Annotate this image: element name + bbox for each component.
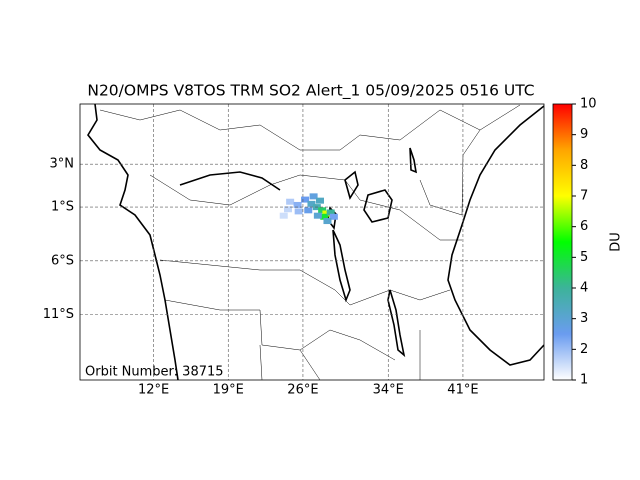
colorbar-tick-label: 2 xyxy=(580,342,588,357)
colorbar-tick-label: 1 xyxy=(580,373,588,388)
so2-cell xyxy=(307,200,316,207)
so2-cell xyxy=(293,201,302,208)
so2-cell xyxy=(326,209,335,216)
map-frame xyxy=(79,103,545,381)
y-tick-label: 6°S xyxy=(51,253,74,268)
so2-cell xyxy=(323,218,332,225)
so2-cell xyxy=(313,212,322,219)
colorbar-tick-label: 10 xyxy=(580,97,597,112)
colorbar-tick-label: 8 xyxy=(580,158,588,173)
so2-cell xyxy=(320,213,329,220)
colorbar-tick-label: 4 xyxy=(580,281,588,296)
y-tick-label: 11°S xyxy=(43,307,74,322)
colorbar-tick-label: 3 xyxy=(580,311,588,326)
so2-cells xyxy=(279,193,338,225)
so2-cell xyxy=(294,208,303,215)
x-tick-label: 41°E xyxy=(447,383,478,398)
coastlines xyxy=(87,104,544,380)
colorbar xyxy=(552,103,573,381)
orbit-annotation: Orbit Number: 38715 xyxy=(85,365,224,380)
so2-cell xyxy=(316,197,324,204)
so2-cell xyxy=(279,212,288,219)
colorbar-tick-label: 6 xyxy=(580,219,588,234)
so2-cell xyxy=(322,210,331,217)
borders xyxy=(99,104,521,380)
so2-cell xyxy=(284,206,292,213)
so2-cell xyxy=(329,213,338,220)
graticule xyxy=(80,104,544,380)
x-tick-label: 19°E xyxy=(213,383,244,398)
colorbar-tick-label: 9 xyxy=(580,127,588,142)
colorbar-tick-label: 5 xyxy=(580,250,588,265)
x-tick-label: 34°E xyxy=(373,383,404,398)
so2-cell xyxy=(309,193,318,200)
colorbar-label: DU xyxy=(609,232,624,252)
x-tick-label: 12°E xyxy=(138,383,169,398)
title: N20/OMPS V8TOS TRM SO2 Alert_1 05/09/202… xyxy=(87,82,534,101)
so2-cell xyxy=(286,198,295,205)
x-tick-label: 26°E xyxy=(287,383,318,398)
colorbar-tick-label: 7 xyxy=(580,189,588,204)
so2-cell xyxy=(301,196,310,203)
map-area xyxy=(80,104,544,380)
y-tick-label: 3°N xyxy=(50,157,75,172)
so2-cell xyxy=(318,207,327,214)
so2-cell xyxy=(304,207,313,214)
y-tick-label: 1°S xyxy=(51,200,74,215)
